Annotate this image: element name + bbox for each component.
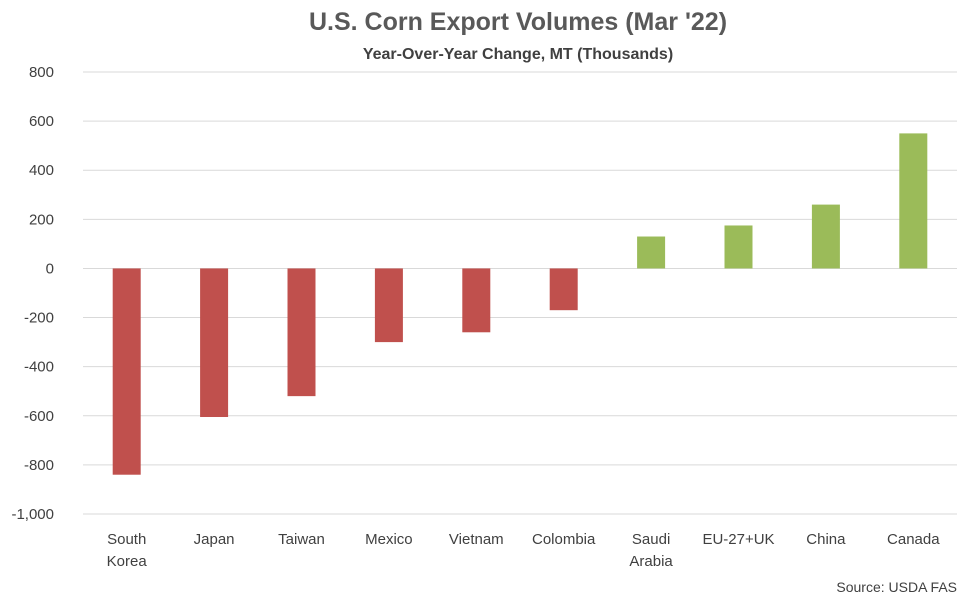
bar: [287, 268, 316, 397]
bar: [112, 268, 141, 475]
y-tick-label: 200: [29, 211, 54, 228]
x-category-label: China: [806, 531, 846, 548]
x-category-label: Taiwan: [278, 531, 325, 548]
y-tick-label: -1,000: [11, 506, 54, 523]
bar: [374, 268, 403, 343]
bar: [899, 133, 928, 269]
y-tick-label: -200: [24, 310, 54, 327]
source-note: Source: USDA FAS: [836, 579, 957, 595]
chart-title: U.S. Corn Export Volumes (Mar '22): [309, 8, 727, 36]
y-tick-label: 800: [29, 64, 54, 81]
y-axis-tick-labels: 800 600 400 200 0 -200 -400 -600 -800 -1,000: [11, 64, 54, 523]
bar: [462, 268, 491, 333]
x-category-label: Canada: [887, 531, 940, 548]
x-category-label: Mexico: [365, 531, 413, 548]
x-category-label: Saudi Arabia: [629, 531, 673, 570]
y-tick-label: -800: [24, 457, 54, 474]
bar: [811, 204, 840, 269]
bar: [200, 268, 229, 418]
y-tick-label: -400: [24, 359, 54, 376]
gridlines: [83, 71, 957, 515]
category-labels: South Korea Japan Taiwan Mexico Vietnam Colomb…: [107, 531, 941, 570]
x-category-label: Colombia: [532, 531, 596, 548]
y-tick-label: -600: [24, 408, 54, 425]
x-category-label: EU-27+UK: [702, 531, 774, 548]
bar: [549, 268, 578, 311]
y-tick-label: 400: [29, 162, 54, 179]
bar: [637, 236, 666, 269]
y-tick-label: 0: [46, 260, 54, 277]
x-category-label: South Korea: [107, 531, 148, 570]
chart-subtitle: Year-Over-Year Change, MT (Thousands): [363, 46, 673, 63]
bars: [112, 133, 928, 475]
x-category-label: Japan: [194, 531, 235, 548]
x-category-label: Vietnam: [449, 531, 504, 548]
bar: [724, 225, 753, 269]
y-tick-label: 600: [29, 113, 54, 130]
